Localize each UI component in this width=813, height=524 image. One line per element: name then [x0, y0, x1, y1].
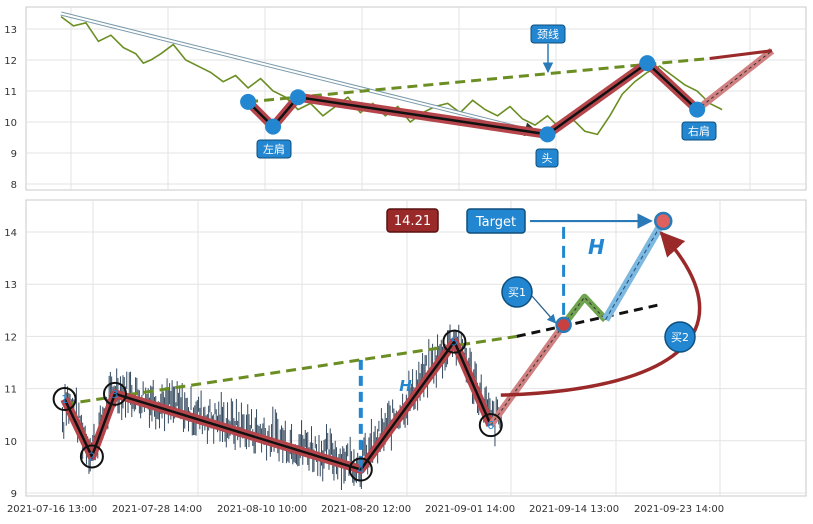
bottom-neck-extension [516, 303, 659, 338]
height-h-label: H [588, 235, 605, 259]
label-head: 头 [535, 148, 559, 168]
target-value-box [386, 208, 439, 233]
target-center [605, 220, 664, 320]
label-neckline-text: 颈线 [537, 27, 559, 41]
pivot-number: 4 [357, 464, 364, 477]
pivot-3: 3 [103, 381, 127, 406]
top-pivot-marker [240, 93, 257, 110]
pivot-1: 1 [52, 387, 77, 412]
bottom-y-tick-label: 13 [4, 280, 17, 291]
bottom-neckline [64, 334, 518, 406]
target-label-text: Target [475, 215, 516, 230]
bottom-x-tick-label: 2021-08-20 12:00 [321, 504, 411, 515]
label-right-shoulder-box [681, 121, 717, 141]
bottom-x-tick-label: 2021-09-23 14:00 [634, 504, 724, 515]
target-marker [654, 211, 673, 231]
label-right-shoulder-text: 右肩 [688, 124, 710, 138]
top-price-line [60, 15, 723, 136]
top-pivot-marker [265, 118, 282, 135]
top-pivot-marker [539, 126, 556, 143]
pivot-2: 2 [79, 444, 104, 469]
pivot-5: 5 [442, 329, 467, 354]
label-neckline-box [530, 24, 566, 44]
bottom-x-tick-label: 2021-07-28 14:00 [112, 504, 202, 515]
label-right-shoulder: 右肩 [681, 121, 717, 141]
top-pivot-marker [639, 55, 656, 72]
bottom-y-tick-label: 10 [4, 437, 17, 448]
small-h-label: H [399, 377, 412, 395]
pivot-circle [348, 457, 373, 482]
top-y-tick-label: 12 [4, 56, 17, 67]
pullback-center [563, 296, 606, 326]
buy1-bubble [501, 276, 533, 308]
target-value-badge: 14.21 [386, 208, 439, 233]
bottom-x-tick-label: 2021-07-16 13:00 [7, 504, 97, 515]
pivot-circle [478, 413, 503, 438]
target-value-text: 14.21 [394, 214, 431, 229]
bottom-y-tick-label: 14 [4, 228, 17, 239]
top-y-tick-label: 9 [11, 149, 17, 160]
label-left-shoulder: 左肩 [256, 139, 292, 159]
top-pivot-marker [290, 89, 306, 106]
buy1-text: 买1 [508, 286, 526, 299]
pivot-number: 1 [61, 393, 68, 406]
target-label-badge: Target [466, 208, 526, 234]
label-head-text: 头 [542, 152, 553, 165]
pivot-number: 6 [487, 419, 494, 432]
bottom-y-tick-label: 9 [11, 489, 17, 500]
top-neck-extension [709, 49, 773, 60]
top-y-tick-label: 13 [4, 25, 17, 36]
top-y-tick-label: 11 [4, 87, 17, 98]
label-head-box [535, 148, 559, 168]
bottom-x-tick-label: 2021-09-01 14:00 [425, 504, 515, 515]
pivot-number: 5 [451, 336, 458, 349]
top-y-tick-label: 10 [4, 118, 17, 129]
bottom-y-tick-label: 12 [4, 332, 17, 343]
top-neckline [247, 56, 710, 104]
buy2-badge: 买2 [664, 321, 696, 353]
buy1-pointer [531, 295, 557, 324]
pivot-circle [79, 444, 104, 469]
top-pivot-marker [689, 101, 706, 118]
buy2-bubble [664, 321, 696, 353]
breakout-center [490, 324, 565, 426]
label-left-shoulder-text: 左肩 [263, 142, 285, 156]
pivot-6: 6 [478, 413, 503, 438]
buy1-badge: 买1 [501, 276, 533, 308]
pivot-circle [103, 381, 127, 406]
top-y-tick-label: 8 [11, 180, 17, 191]
pivot-4: 4 [348, 457, 373, 482]
bottom-x-tick-label: 2021-09-14 13:00 [529, 504, 619, 515]
bottom-y-tick-label: 11 [4, 385, 17, 396]
pivot-number: 3 [112, 388, 119, 401]
top-trend-arrow [60, 12, 539, 137]
pivot-circle [52, 387, 77, 412]
label-neckline: 颈线 [530, 24, 566, 44]
bottom-x-tick-label: 2021-08-10 10:00 [217, 504, 307, 515]
pivot-number: 2 [88, 450, 95, 463]
buy2-text: 买2 [671, 331, 689, 344]
target-label-box [466, 208, 526, 234]
label-left-shoulder-box [256, 139, 292, 159]
buy1-marker [555, 316, 572, 334]
top-projection-center [696, 50, 773, 110]
pivot-circle [442, 329, 467, 354]
